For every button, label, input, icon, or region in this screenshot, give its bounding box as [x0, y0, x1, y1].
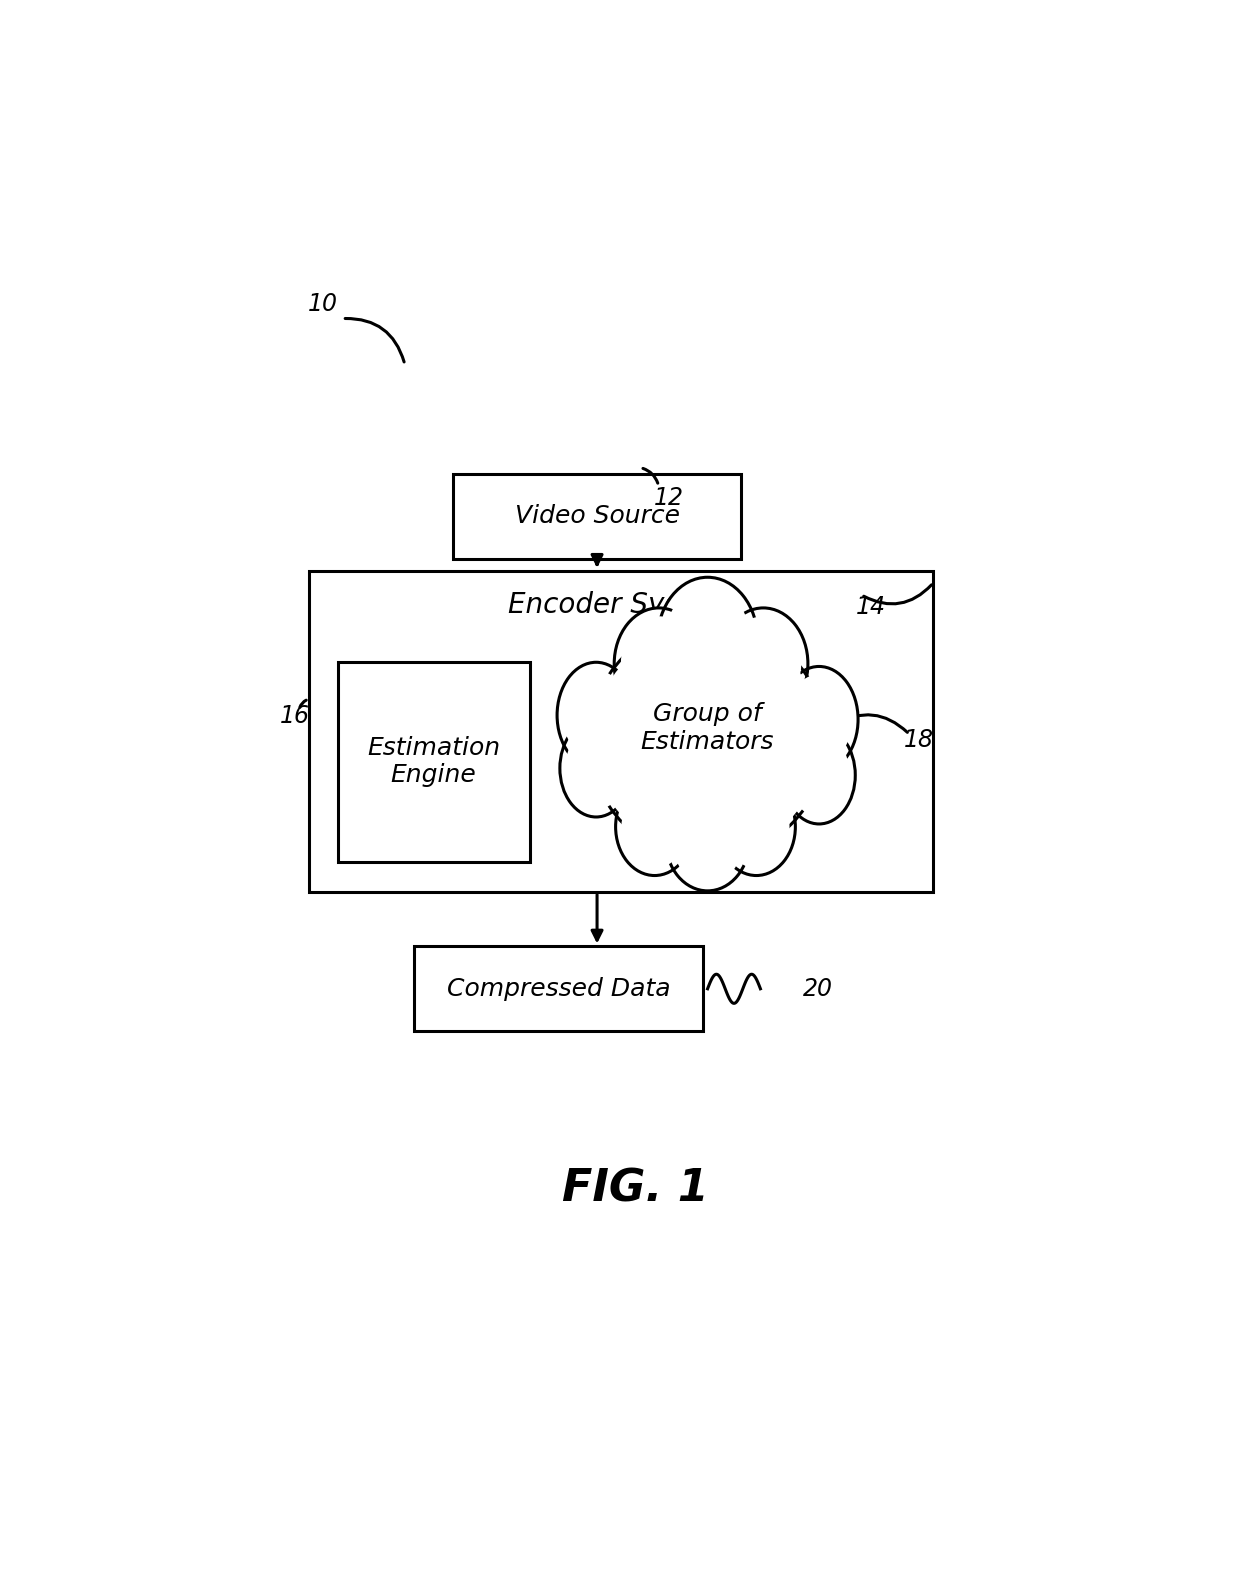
Ellipse shape [780, 666, 858, 773]
Text: 20: 20 [804, 977, 833, 1001]
Ellipse shape [565, 727, 627, 809]
Text: Video Source: Video Source [515, 504, 680, 529]
Ellipse shape [593, 626, 822, 855]
Ellipse shape [560, 719, 632, 817]
Ellipse shape [563, 671, 629, 760]
FancyBboxPatch shape [337, 661, 529, 861]
Ellipse shape [666, 790, 749, 891]
Text: Encoder System: Encoder System [508, 590, 734, 619]
Text: 12: 12 [655, 486, 684, 510]
Text: Estimation
Engine: Estimation Engine [367, 735, 500, 787]
Text: 10: 10 [309, 293, 339, 316]
Ellipse shape [621, 617, 697, 711]
FancyBboxPatch shape [309, 571, 934, 892]
FancyBboxPatch shape [453, 474, 742, 559]
Ellipse shape [723, 785, 790, 869]
Text: 14: 14 [856, 595, 885, 619]
Ellipse shape [621, 785, 688, 869]
Ellipse shape [719, 608, 808, 719]
Ellipse shape [672, 798, 743, 883]
Ellipse shape [782, 726, 856, 823]
Ellipse shape [657, 578, 758, 702]
Text: 18: 18 [904, 729, 934, 752]
Ellipse shape [789, 733, 849, 817]
Text: Group of
Estimators: Group of Estimators [641, 702, 774, 754]
Text: 16: 16 [279, 704, 309, 729]
Ellipse shape [557, 663, 635, 768]
Text: FIG. 1: FIG. 1 [562, 1168, 709, 1210]
FancyBboxPatch shape [414, 946, 703, 1031]
Ellipse shape [717, 778, 795, 875]
Ellipse shape [786, 674, 852, 765]
Ellipse shape [615, 778, 693, 875]
Ellipse shape [725, 617, 801, 711]
Ellipse shape [589, 622, 826, 859]
Ellipse shape [665, 587, 750, 693]
Ellipse shape [614, 608, 703, 719]
Text: Compressed Data: Compressed Data [446, 977, 671, 1001]
